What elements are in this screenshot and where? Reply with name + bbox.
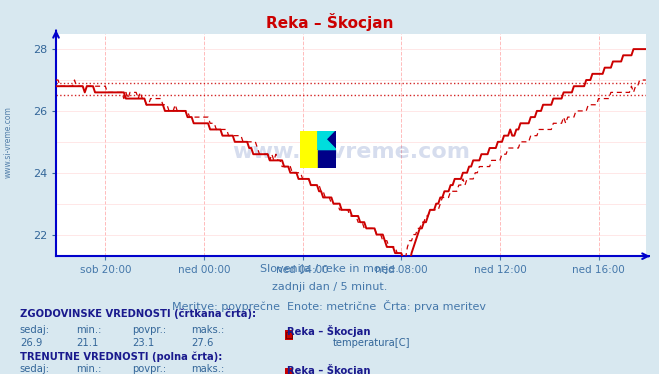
- Text: 27.6: 27.6: [191, 338, 214, 349]
- Text: temperatura[C]: temperatura[C]: [333, 338, 411, 349]
- Text: ZGODOVINSKE VREDNOSTI (črtkana črta):: ZGODOVINSKE VREDNOSTI (črtkana črta):: [20, 309, 256, 319]
- Polygon shape: [318, 131, 336, 150]
- Polygon shape: [318, 131, 336, 150]
- Text: povpr.:: povpr.:: [132, 325, 166, 335]
- Text: povpr.:: povpr.:: [132, 364, 166, 374]
- Text: min.:: min.:: [76, 364, 101, 374]
- Text: Reka – Škocjan: Reka – Škocjan: [287, 325, 370, 337]
- Text: www.si-vreme.com: www.si-vreme.com: [232, 142, 470, 162]
- Text: Meritve: povprečne  Enote: metrične  Črta: prva meritev: Meritve: povprečne Enote: metrične Črta:…: [173, 300, 486, 312]
- Polygon shape: [318, 150, 336, 168]
- Text: sedaj:: sedaj:: [20, 325, 50, 335]
- Text: min.:: min.:: [76, 325, 101, 335]
- Text: 23.1: 23.1: [132, 338, 154, 349]
- Text: Reka – Škocjan: Reka – Škocjan: [266, 13, 393, 31]
- Polygon shape: [318, 131, 336, 150]
- Bar: [286, 332, 292, 338]
- Text: zadnji dan / 5 minut.: zadnji dan / 5 minut.: [272, 282, 387, 292]
- Text: Slovenija / reke in morje.: Slovenija / reke in morje.: [260, 264, 399, 274]
- Text: 26.9: 26.9: [20, 338, 42, 349]
- Text: 21.1: 21.1: [76, 338, 98, 349]
- Text: maks.:: maks.:: [191, 325, 224, 335]
- Text: www.si-vreme.com: www.si-vreme.com: [3, 106, 13, 178]
- Text: maks.:: maks.:: [191, 364, 224, 374]
- Text: Reka – Škocjan: Reka – Škocjan: [287, 364, 370, 374]
- Bar: [300, 131, 318, 168]
- Text: sedaj:: sedaj:: [20, 364, 50, 374]
- Text: TRENUTNE VREDNOSTI (polna črta):: TRENUTNE VREDNOSTI (polna črta):: [20, 352, 222, 362]
